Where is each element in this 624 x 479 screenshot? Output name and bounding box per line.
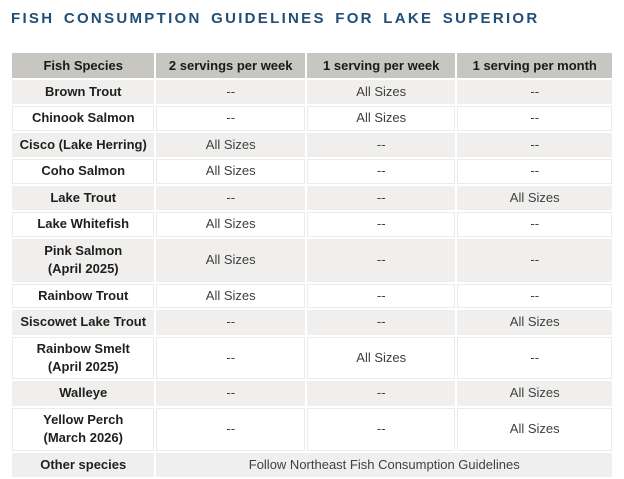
table-row: Lake Trout -- -- All Sizes	[9, 183, 614, 213]
value-cell: --	[304, 157, 458, 186]
column-header-fish-species: Fish Species	[9, 51, 157, 80]
value-cell: --	[455, 77, 614, 107]
value-cell: --	[304, 308, 458, 337]
table-row: Rainbow Trout All Sizes -- --	[9, 281, 614, 311]
value-cell: --	[455, 104, 614, 133]
table-row: Brown Trout -- All Sizes --	[9, 77, 614, 107]
fish-guidelines-table-wrap: Fish Species 2 servings per week 1 servi…	[9, 51, 614, 479]
value-cell: --	[304, 210, 458, 239]
table-row: Lake Whitefish All Sizes -- --	[9, 210, 614, 239]
column-header-2-per-week: 2 servings per week	[154, 51, 307, 80]
value-cell: --	[304, 379, 458, 408]
value-cell: --	[154, 104, 307, 133]
value-cell: --	[304, 405, 458, 453]
value-cell: --	[154, 183, 307, 213]
table-row: Pink Salmon (April 2025) All Sizes -- --	[9, 236, 614, 284]
species-cell: Lake Trout	[9, 183, 157, 213]
value-cell: All Sizes	[455, 183, 614, 213]
species-cell: Coho Salmon	[9, 157, 157, 186]
value-cell: --	[455, 210, 614, 239]
value-cell: All Sizes	[154, 130, 307, 160]
value-cell: --	[455, 157, 614, 186]
page-title: FISH CONSUMPTION GUIDELINES FOR LAKE SUP…	[11, 10, 540, 27]
value-cell: All Sizes	[154, 157, 307, 186]
value-cell: All Sizes	[304, 334, 458, 382]
value-cell: All Sizes	[455, 308, 614, 337]
species-cell: Rainbow Smelt (April 2025)	[9, 334, 157, 382]
species-cell: Rainbow Trout	[9, 281, 157, 311]
table-row: Coho Salmon All Sizes -- --	[9, 157, 614, 186]
value-cell: --	[455, 236, 614, 284]
table-row: Rainbow Smelt (April 2025) -- All Sizes --	[9, 334, 614, 382]
value-cell: --	[455, 334, 614, 382]
value-cell: All Sizes	[304, 77, 458, 107]
value-cell: All Sizes	[154, 236, 307, 284]
species-cell: Siscowet Lake Trout	[9, 308, 157, 337]
value-cell: --	[455, 281, 614, 311]
value-cell: --	[154, 308, 307, 337]
column-header-1-per-week: 1 serving per week	[304, 51, 458, 80]
table-row: Chinook Salmon -- All Sizes --	[9, 104, 614, 133]
species-cell: Brown Trout	[9, 77, 157, 107]
value-cell: --	[154, 334, 307, 382]
value-cell: All Sizes	[154, 281, 307, 311]
table-row: Other species Follow Northeast Fish Consu…	[9, 450, 614, 479]
value-cell: All Sizes	[304, 104, 458, 133]
value-cell: --	[304, 130, 458, 160]
table-row: Walleye -- -- All Sizes	[9, 379, 614, 408]
value-cell: --	[304, 281, 458, 311]
table-row: Yellow Perch (March 2026) -- -- All Sizes	[9, 405, 614, 453]
value-cell: --	[154, 379, 307, 408]
value-cell: --	[154, 77, 307, 107]
species-cell: Other species	[9, 450, 157, 479]
species-cell: Chinook Salmon	[9, 104, 157, 133]
value-cell: --	[304, 183, 458, 213]
value-cell: --	[154, 405, 307, 453]
value-cell: All Sizes	[455, 405, 614, 453]
value-cell: Follow Northeast Fish Consumption Guidel…	[154, 450, 614, 479]
species-cell: Yellow Perch (March 2026)	[9, 405, 157, 453]
species-cell: Lake Whitefish	[9, 210, 157, 239]
value-cell: --	[455, 130, 614, 160]
header-row: Fish Species 2 servings per week 1 servi…	[9, 51, 614, 80]
column-header-1-per-month: 1 serving per month	[455, 51, 614, 80]
species-cell: Pink Salmon (April 2025)	[9, 236, 157, 284]
fish-table-body: Brown Trout -- All Sizes -- Chinook Salmon --…	[9, 77, 614, 479]
species-cell: Cisco (Lake Herring)	[9, 130, 157, 160]
table-row: Cisco (Lake Herring) All Sizes -- --	[9, 130, 614, 160]
value-cell: All Sizes	[455, 379, 614, 408]
species-cell: Walleye	[9, 379, 157, 408]
value-cell: --	[304, 236, 458, 284]
value-cell: All Sizes	[154, 210, 307, 239]
table-row: Siscowet Lake Trout -- -- All Sizes	[9, 308, 614, 337]
fish-guidelines-table: Fish Species 2 servings per week 1 servi…	[9, 51, 614, 479]
